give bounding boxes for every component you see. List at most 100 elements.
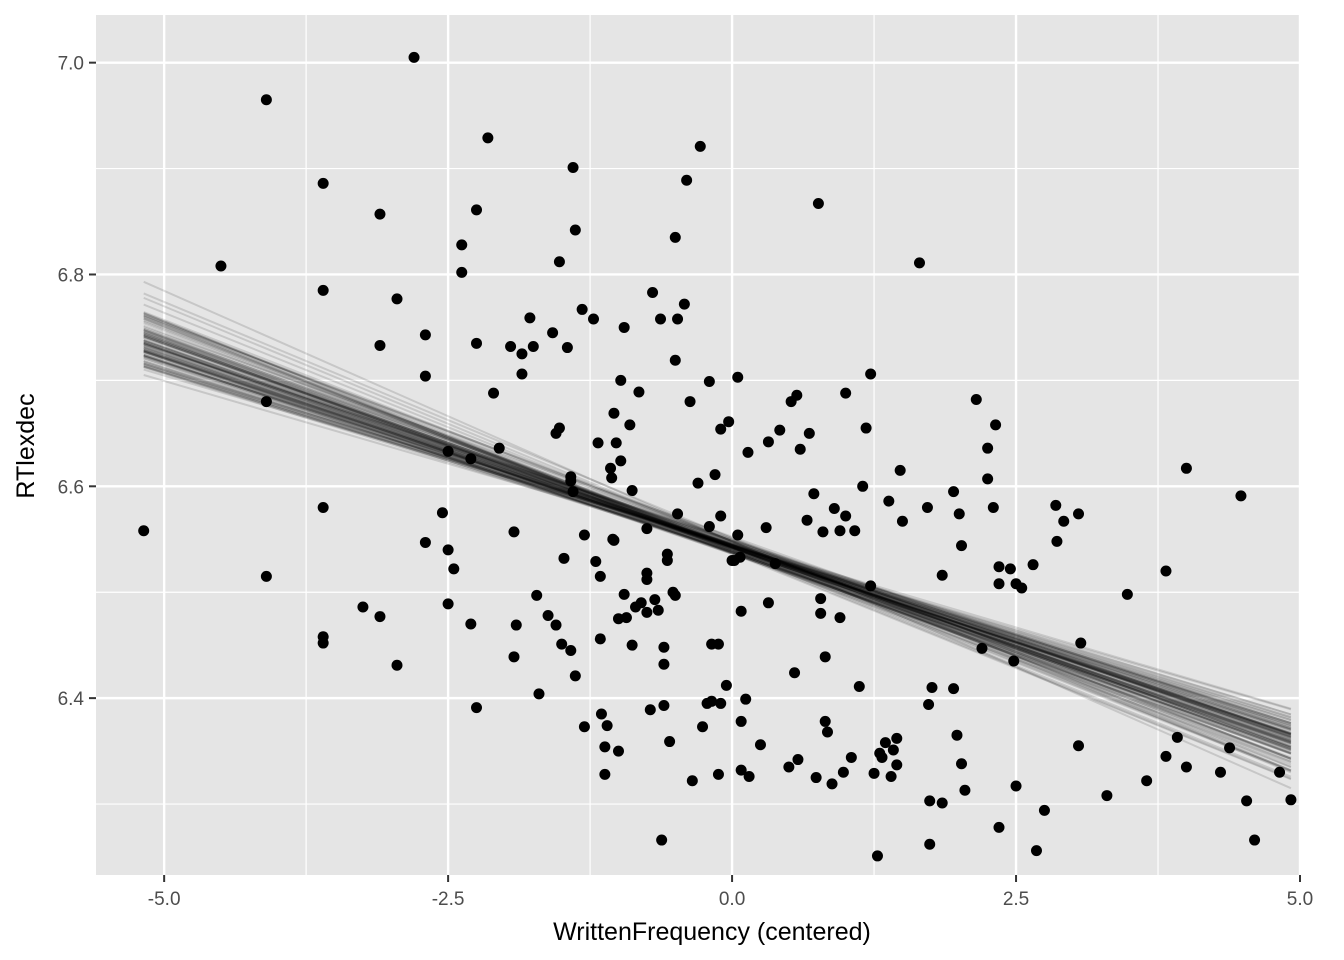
data-point	[669, 231, 681, 243]
data-point	[471, 204, 483, 216]
panel-background	[96, 15, 1300, 875]
data-point	[1249, 834, 1261, 846]
data-point	[456, 239, 468, 251]
data-point	[837, 766, 849, 778]
data-point	[948, 683, 960, 695]
data-point	[1180, 761, 1192, 773]
data-point	[742, 446, 754, 458]
regression-line	[143, 322, 1292, 762]
data-point	[317, 284, 329, 296]
regression-line	[143, 349, 1292, 749]
regression-line	[143, 362, 1292, 716]
data-point	[456, 266, 468, 278]
regression-line	[143, 335, 1292, 745]
data-point	[547, 327, 559, 339]
regression-line	[143, 350, 1292, 735]
regression-line	[143, 334, 1292, 744]
regression-line	[143, 331, 1292, 759]
data-point	[624, 419, 636, 431]
regression-line	[143, 363, 1292, 719]
regression-line	[143, 364, 1292, 720]
data-point	[834, 612, 846, 624]
data-point	[599, 768, 611, 780]
data-point	[531, 589, 543, 601]
data-point	[556, 638, 568, 650]
regression-line	[143, 315, 1292, 772]
data-point	[1051, 535, 1063, 547]
data-point	[658, 658, 670, 670]
data-point	[599, 741, 611, 753]
data-point	[1008, 655, 1020, 667]
data-point	[606, 472, 618, 484]
data-point	[794, 443, 806, 455]
data-point	[442, 544, 454, 556]
data-point	[976, 642, 988, 654]
data-point	[357, 601, 369, 613]
data-point	[774, 424, 786, 436]
data-point	[1160, 565, 1172, 577]
data-point	[569, 224, 581, 236]
regression-line	[143, 327, 1292, 751]
data-point	[590, 556, 602, 568]
regression-line	[143, 333, 1292, 752]
data-point	[715, 510, 727, 522]
regression-line	[143, 357, 1292, 724]
regression-line	[143, 339, 1292, 736]
data-point	[857, 480, 869, 492]
data-point	[819, 715, 831, 727]
data-point	[317, 177, 329, 189]
data-point	[706, 695, 718, 707]
regression-line	[143, 348, 1292, 736]
regression-line	[143, 350, 1292, 732]
data-point	[641, 523, 653, 535]
regression-line	[143, 341, 1292, 743]
data-point	[815, 593, 827, 605]
data-point	[436, 507, 448, 519]
data-point	[703, 521, 715, 533]
regression-line	[143, 353, 1292, 744]
regression-line	[143, 354, 1292, 733]
x-tick-label: -2.5	[432, 889, 465, 910]
regression-line	[143, 345, 1292, 738]
y-axis-title: RTlexdec	[12, 393, 40, 498]
data-point	[588, 313, 600, 325]
data-point	[215, 260, 227, 272]
data-point	[817, 526, 829, 538]
data-point	[678, 298, 690, 310]
regression-line	[143, 355, 1292, 728]
data-point	[260, 570, 272, 582]
regression-line	[143, 328, 1292, 739]
data-point	[317, 501, 329, 513]
data-point	[661, 554, 673, 566]
regression-line	[143, 303, 1292, 768]
data-point	[1004, 563, 1016, 575]
regression-line	[143, 348, 1292, 730]
regression-line	[143, 360, 1292, 731]
regression-line	[143, 339, 1292, 742]
data-point	[465, 618, 477, 630]
data-point	[849, 525, 861, 537]
data-point	[612, 745, 624, 757]
data-point	[558, 552, 570, 564]
data-point	[956, 540, 968, 552]
data-point	[567, 486, 579, 498]
data-point	[482, 132, 494, 144]
x-axis-title: WrittenFrequency (centered)	[553, 918, 871, 946]
data-point	[891, 759, 903, 771]
data-point	[260, 94, 272, 106]
data-point	[618, 321, 630, 333]
data-point	[592, 437, 604, 449]
data-point	[754, 739, 766, 751]
data-point	[419, 370, 431, 382]
data-point	[442, 445, 454, 457]
regression-line	[143, 357, 1292, 736]
regression-line	[143, 341, 1292, 755]
data-point	[471, 702, 483, 714]
data-point	[1027, 559, 1039, 571]
data-point	[735, 764, 747, 776]
regression-line	[143, 335, 1292, 755]
data-point	[516, 368, 528, 380]
data-point	[578, 529, 590, 541]
plot-panel	[96, 15, 1302, 875]
regression-line	[143, 343, 1292, 729]
